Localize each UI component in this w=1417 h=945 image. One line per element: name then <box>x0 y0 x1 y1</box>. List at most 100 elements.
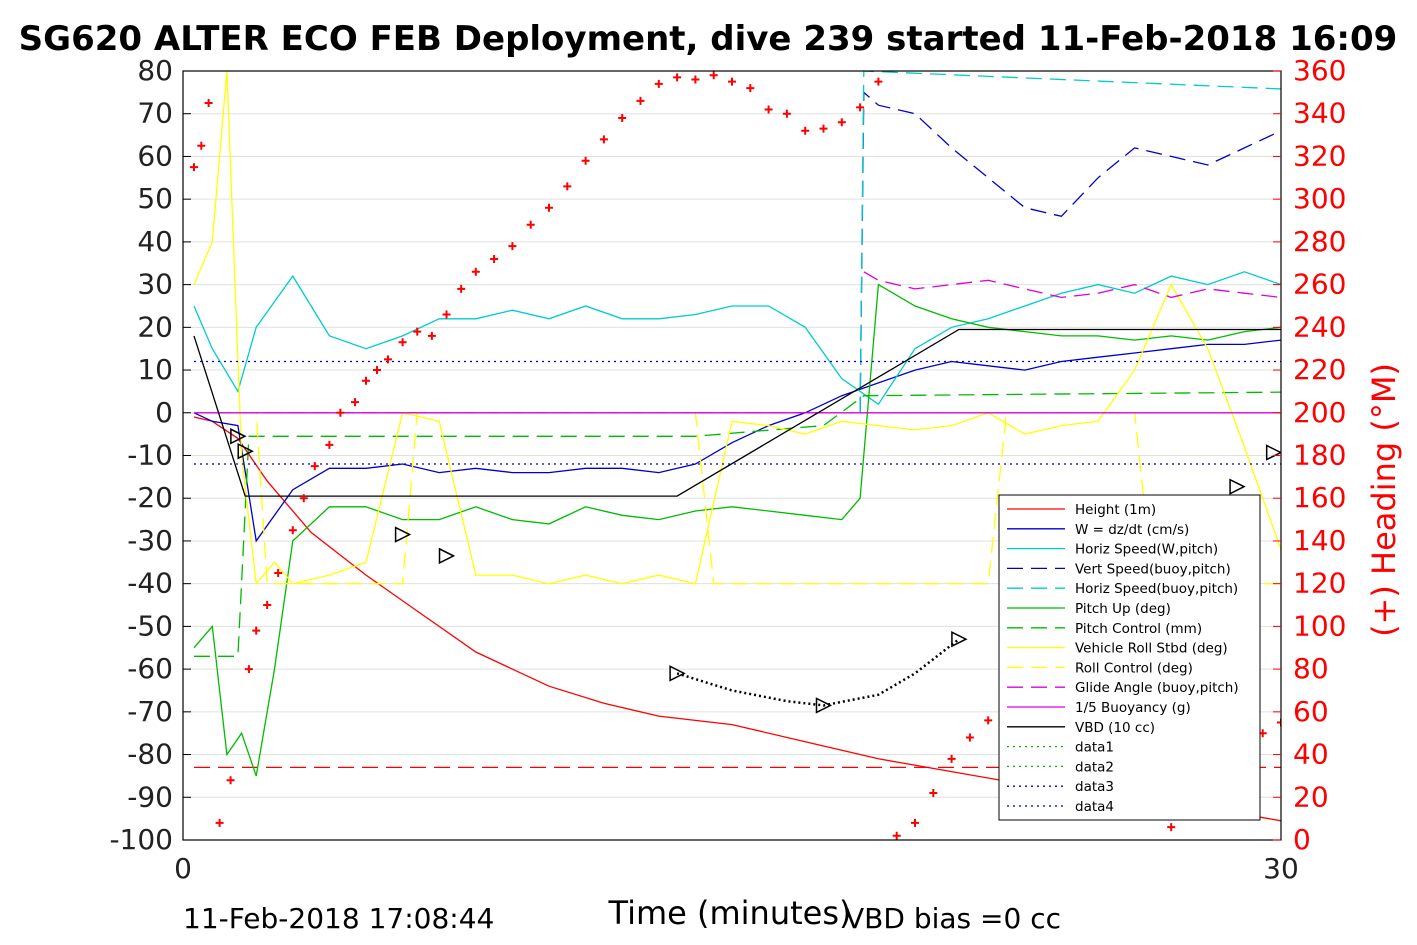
right-tick-label: 360 <box>1293 54 1346 87</box>
heading-point <box>372 366 381 375</box>
series-pitch-up-deg <box>193 283 1281 777</box>
heading-point <box>336 408 345 417</box>
legend: Height (1m) W = dz/dt (cm/s) Horiz Speed(W… <box>998 494 1261 821</box>
heading-point <box>197 141 206 150</box>
left-tick-label: 10 <box>137 353 173 386</box>
right-tick-label: 140 <box>1293 524 1346 557</box>
right-tick-label: 240 <box>1293 310 1346 343</box>
right-tick-label: 40 <box>1293 738 1329 771</box>
heading-point <box>398 338 407 347</box>
series-vert-speed-buoy-pitch <box>859 90 1281 413</box>
left-tick-label: -50 <box>127 609 173 642</box>
heading-point <box>244 665 253 674</box>
left-tick-label: 70 <box>137 97 173 130</box>
heading-point <box>508 242 517 251</box>
heading-point <box>351 398 360 407</box>
x-tick-label: 0 <box>174 852 192 885</box>
height-marker <box>815 697 833 714</box>
legend-entry: 1/5 Buoyancy (g) <box>1075 700 1191 716</box>
chart-title: SG620 ALTER ECO FEB Deployment, dive 239… <box>19 19 1398 59</box>
heading-point <box>413 327 422 336</box>
heading-point <box>599 135 608 144</box>
right-tick-label: 340 <box>1293 97 1346 130</box>
height-marker <box>1229 478 1246 495</box>
height-marker <box>394 526 412 543</box>
right-tick-label: 20 <box>1293 780 1329 813</box>
right-tick-label: 80 <box>1293 652 1329 685</box>
heading-point <box>673 73 682 82</box>
x-tick-label: 30 <box>1263 852 1299 885</box>
heading-point <box>427 331 436 340</box>
heading-point <box>215 818 224 827</box>
heading-point <box>819 124 828 133</box>
right-tick-label: 280 <box>1293 225 1346 258</box>
legend-entry: Vert Speed(buoy,pitch) <box>1075 561 1231 577</box>
heading-point <box>764 105 773 114</box>
left-tick-label: -80 <box>127 738 173 771</box>
heading-point <box>618 113 627 122</box>
footer-vbd-bias: VBD bias =0 cc <box>845 902 1061 935</box>
left-axis: 80 70 60 50 40 30 20 10 0 -10 -20 -30 -40 -50 -60 -70 -8… <box>109 54 191 856</box>
right-tick-label: 200 <box>1293 396 1346 429</box>
heading-point <box>457 284 466 293</box>
heading-point <box>691 75 700 84</box>
heading-point <box>563 182 572 191</box>
heading-point <box>856 103 865 112</box>
right-tick-label: 60 <box>1293 695 1329 728</box>
heading-point <box>929 789 938 798</box>
heading-point <box>892 831 901 840</box>
height-marker <box>438 547 456 565</box>
legend-entry: Horiz Speed(W,pitch) <box>1075 542 1218 558</box>
left-tick-label: -10 <box>127 439 173 472</box>
series-horiz-speed-buoy-pitch <box>859 71 1281 413</box>
heading-point <box>874 77 883 86</box>
heading-point <box>947 754 956 763</box>
heading-point <box>1277 718 1281 727</box>
heading-point <box>310 462 319 471</box>
left-tick-label: -70 <box>127 695 173 728</box>
legend-entry: Horiz Speed(buoy,pitch) <box>1075 581 1238 597</box>
heading-point <box>654 79 663 88</box>
heading-point <box>1350 772 1358 780</box>
heading-point <box>746 84 755 93</box>
heading-point <box>299 494 308 503</box>
left-tick-label: 80 <box>137 54 173 87</box>
left-tick-label: 60 <box>137 139 173 172</box>
legend-entry: data3 <box>1075 779 1114 795</box>
heading-point <box>1332 733 1340 741</box>
heading-point <box>288 526 297 535</box>
left-tick-label: -30 <box>127 524 173 557</box>
legend-entry: VBD (10 cc) <box>1075 720 1155 736</box>
heading-point <box>204 99 213 108</box>
heading-point <box>709 71 718 80</box>
heading-point <box>581 156 590 165</box>
right-tick-label: 320 <box>1293 139 1346 172</box>
legend-entry: data2 <box>1075 759 1114 775</box>
right-tick-label: 100 <box>1293 609 1346 642</box>
height-marker <box>237 443 254 460</box>
height-marker <box>1265 444 1281 461</box>
heading-point <box>1167 823 1176 832</box>
left-tick-label: -100 <box>109 823 173 856</box>
left-tick-label: 50 <box>137 182 173 215</box>
left-tick-label: -60 <box>127 652 173 685</box>
heading-point <box>490 254 499 263</box>
plot-area <box>189 71 1358 840</box>
left-tick-label: -90 <box>127 780 173 813</box>
right-tick-label: 300 <box>1293 182 1346 215</box>
legend-entry: Glide Angle (buoy,pitch) <box>1075 680 1239 696</box>
legend-entry: Pitch Up (deg) <box>1075 601 1171 617</box>
right-tick-label: 160 <box>1293 481 1346 514</box>
series-horiz-speed-w-pitch <box>193 271 1281 406</box>
heading-point <box>325 440 334 449</box>
left-tick-label: 20 <box>137 310 173 343</box>
height-marker <box>669 665 686 682</box>
x-axis: 0 30 <box>174 832 1299 885</box>
series-glide-angle-buoy-pitch <box>863 271 1281 299</box>
right-tick-label: 260 <box>1293 268 1346 301</box>
height-marker <box>230 428 247 445</box>
series-vehicle-roll-stbd-deg <box>193 71 1281 586</box>
heading-point <box>545 203 553 212</box>
legend-entry: Pitch Control (mm) <box>1075 621 1202 637</box>
heading-point <box>526 220 535 229</box>
